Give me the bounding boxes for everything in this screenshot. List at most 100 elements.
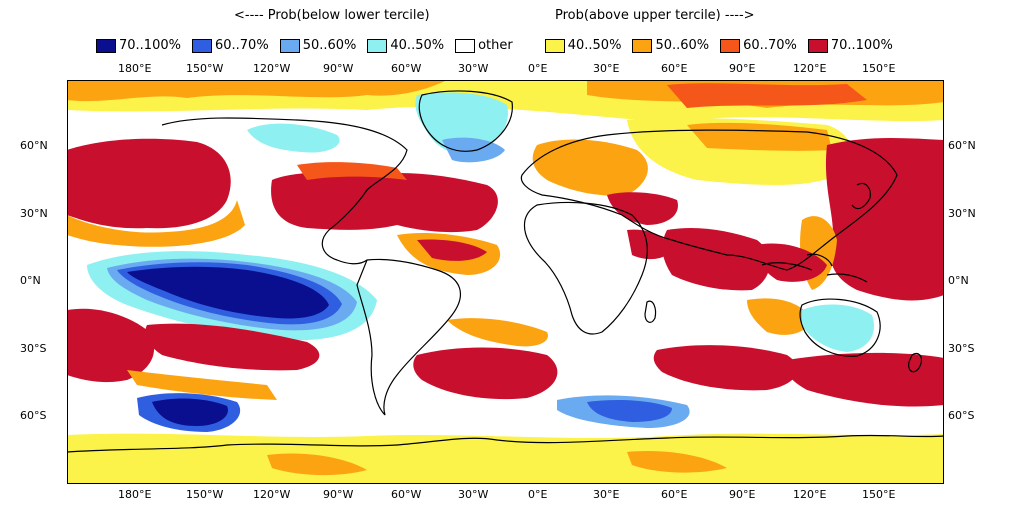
legend-item-below-60-70: 60..70% [191, 38, 269, 53]
south-pacific-red-central [145, 323, 320, 371]
tropical-atlantic-red [417, 239, 487, 261]
lon-label-top: 60°W [391, 62, 422, 75]
indonesia-coast [761, 253, 868, 283]
lon-label-top: 180°E [118, 62, 152, 75]
lon-label-bottom: 180°E [118, 488, 152, 501]
greenland-cyan-patch [415, 92, 508, 155]
south-indian-orange [747, 298, 812, 335]
south-america-coast [356, 258, 461, 416]
lat-label-right: 0°N [948, 274, 969, 287]
north-pacific-orange-edge [67, 200, 245, 247]
south-atlantic-red [413, 347, 558, 400]
lon-label-top: 0°E [528, 62, 548, 75]
lat-label-right: 30°N [948, 207, 976, 220]
madagascar-coast [644, 300, 657, 323]
lon-label-bottom: 60°E [661, 488, 688, 501]
lon-label-top: 90°E [729, 62, 756, 75]
north-atlantic-red [271, 172, 498, 233]
legend-swatch [279, 38, 300, 53]
legend-item-below-50-60: 50..60% [279, 38, 357, 53]
lon-label-top: 60°E [661, 62, 688, 75]
legend-item-above-60-70: 60..70% [720, 38, 797, 53]
lon-label-bottom: 120°W [253, 488, 291, 501]
equatorial-pacific-dark-blue [127, 266, 329, 319]
lon-label-top: 120°W [253, 62, 291, 75]
australia-cyan [802, 304, 875, 352]
legend-swatch [367, 38, 388, 53]
south-pacific-red-west [67, 308, 155, 383]
probability-map [67, 80, 944, 484]
lon-label-bottom: 150°W [186, 488, 224, 501]
legend-swatch [544, 38, 565, 53]
southern-pacific-dark-blue [152, 398, 228, 426]
lon-label-bottom: 120°E [793, 488, 827, 501]
legend-label: 50..60% [655, 38, 710, 53]
lon-label-bottom: 30°E [593, 488, 620, 501]
australia-coast [799, 298, 881, 357]
lat-label-right: 60°S [948, 409, 975, 422]
legend-swatch [632, 38, 653, 53]
legend-label: 40..50% [390, 38, 445, 53]
canada-cyan-patch [247, 123, 340, 153]
new-zealand-coast [908, 352, 923, 373]
southern-indian-dark-blue [587, 400, 672, 422]
lon-label-bottom: 0°E [528, 488, 548, 501]
lat-label-right: 30°S [948, 342, 975, 355]
legend-swatch [807, 38, 828, 53]
lon-label-top: 150°W [186, 62, 224, 75]
lon-label-bottom: 90°E [729, 488, 756, 501]
west-pacific-red [825, 137, 944, 301]
lon-label-bottom: 90°W [323, 488, 354, 501]
lon-label-top: 30°E [593, 62, 620, 75]
us-orange [297, 162, 407, 180]
probability-legend: 70..100% 60..70% 50..60% 40..50% other 4… [96, 38, 904, 53]
legend-item-above-70-100: 70..100% [807, 38, 893, 53]
europe-orange [532, 139, 648, 196]
lon-label-top: 120°E [793, 62, 827, 75]
lat-label-right: 60°N [948, 139, 976, 152]
lat-label-left: 30°N [20, 207, 48, 220]
legend-label: 60..70% [743, 38, 797, 53]
legend-label: 60..70% [214, 38, 269, 53]
legend-item-below-40-50: 40..50% [367, 38, 444, 53]
south-atlantic-orange [447, 318, 548, 347]
map-frame [67, 80, 944, 484]
legend-item-above-50-60: 50..60% [632, 38, 709, 53]
lon-label-top: 90°W [323, 62, 354, 75]
legend-label: 50..60% [302, 38, 357, 53]
greenland-coast [418, 90, 513, 152]
lat-label-left: 30°S [20, 342, 47, 355]
legend-swatch [455, 38, 476, 53]
legend-item-above-40-50: 40..50% [544, 38, 622, 53]
lat-label-left: 60°N [20, 139, 48, 152]
legend-label: 70..100% [119, 38, 181, 53]
below-tercile-header: <---- Prob(below lower tercile) [234, 8, 430, 23]
africa-coast [523, 201, 648, 335]
legend-label: 40..50% [567, 38, 622, 53]
legend-item-below-70-100: 70..100% [96, 38, 181, 53]
tasman-red [785, 352, 944, 407]
coastlines [67, 90, 944, 453]
lon-label-bottom: 30°W [458, 488, 489, 501]
lon-label-top: 150°E [862, 62, 896, 75]
legend-item-other: other [455, 38, 513, 53]
japan-coast [851, 182, 871, 210]
legend-label: other [478, 38, 513, 53]
south-indian-red [653, 345, 798, 391]
legend-swatch [191, 38, 212, 53]
lat-label-left: 0°N [20, 274, 41, 287]
north-pacific-red [67, 138, 231, 229]
arctic-orange-band [67, 80, 447, 102]
south-pacific-orange [127, 370, 277, 400]
indian-ocean-red [662, 228, 770, 291]
lon-label-bottom: 60°W [391, 488, 422, 501]
north-america-coast [161, 117, 408, 265]
lat-label-left: 60°S [20, 409, 47, 422]
lon-label-bottom: 150°E [862, 488, 896, 501]
above-tercile-header: Prob(above upper tercile) ----> [555, 8, 755, 23]
eurasia-coast [520, 129, 898, 271]
maritime-continent-red [756, 243, 827, 282]
arctic-red-east [667, 83, 867, 108]
legend-label: 70..100% [830, 38, 893, 53]
antarctic-orange-patches [267, 450, 727, 476]
